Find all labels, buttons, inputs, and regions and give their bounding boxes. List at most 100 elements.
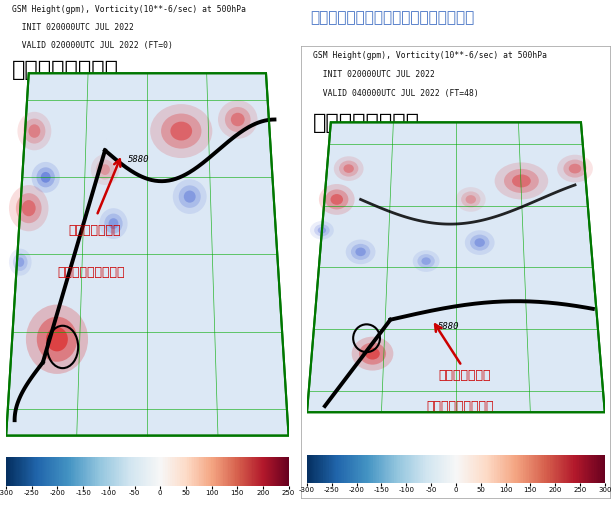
Bar (103, 457, 104, 486)
Bar (550, 455, 551, 483)
Bar (174, 457, 176, 486)
Bar (84, 457, 85, 486)
Bar (441, 455, 442, 483)
Bar (466, 455, 467, 483)
Bar (127, 457, 128, 486)
Bar (183, 457, 184, 486)
Bar (115, 457, 116, 486)
Ellipse shape (456, 187, 486, 212)
Bar (91, 457, 93, 486)
Bar (415, 455, 416, 483)
Bar (169, 457, 170, 486)
Ellipse shape (564, 159, 586, 178)
Bar (499, 455, 500, 483)
Bar (535, 455, 536, 483)
Bar (587, 455, 588, 483)
Bar (207, 457, 208, 486)
Bar (273, 457, 274, 486)
Bar (86, 457, 87, 486)
Bar (568, 455, 569, 483)
Bar (101, 457, 102, 486)
Ellipse shape (495, 162, 548, 199)
Bar (373, 455, 374, 483)
Bar (106, 457, 107, 486)
Ellipse shape (96, 159, 114, 180)
Bar (89, 457, 90, 486)
Bar (107, 457, 108, 486)
Bar (125, 457, 126, 486)
Bar (528, 455, 529, 483)
Bar (422, 455, 424, 483)
Bar (443, 455, 445, 483)
Bar (281, 457, 282, 486)
Text: VALID 020000UTC JUL 2022 (FT=0): VALID 020000UTC JUL 2022 (FT=0) (12, 41, 173, 50)
Bar (51, 457, 52, 486)
Bar (552, 455, 553, 483)
Bar (396, 455, 397, 483)
Bar (554, 455, 555, 483)
Ellipse shape (461, 191, 481, 208)
Bar (165, 457, 166, 486)
Bar (527, 455, 528, 483)
Bar (167, 457, 168, 486)
Bar (523, 455, 524, 483)
Bar (249, 457, 250, 486)
Bar (77, 457, 79, 486)
Ellipse shape (557, 155, 593, 182)
Bar (334, 455, 335, 483)
Bar (59, 457, 60, 486)
Bar (17, 457, 18, 486)
Bar (562, 455, 563, 483)
Bar (128, 457, 130, 486)
Bar (431, 455, 432, 483)
Bar (573, 455, 574, 483)
Bar (346, 455, 348, 483)
Bar (418, 455, 419, 483)
Bar (593, 455, 594, 483)
Text: INIT 020000UTC JUL 2022: INIT 020000UTC JUL 2022 (313, 70, 435, 79)
Bar (366, 455, 367, 483)
Bar (254, 457, 255, 486)
Bar (429, 455, 430, 483)
Bar (178, 457, 179, 486)
Bar (307, 455, 308, 483)
Bar (451, 455, 452, 483)
Bar (202, 457, 203, 486)
Bar (266, 457, 267, 486)
Bar (239, 457, 241, 486)
Ellipse shape (184, 191, 196, 203)
Bar (321, 455, 322, 483)
Bar (387, 455, 388, 483)
Bar (241, 457, 242, 486)
Ellipse shape (225, 107, 251, 132)
Bar (372, 455, 373, 483)
Bar (149, 457, 150, 486)
Bar (432, 455, 433, 483)
Bar (375, 455, 376, 483)
Bar (580, 455, 581, 483)
Bar (54, 457, 55, 486)
Bar (462, 455, 463, 483)
Polygon shape (6, 73, 289, 435)
Bar (410, 455, 411, 483)
Bar (11, 457, 12, 486)
Bar (166, 457, 167, 486)
Bar (522, 455, 523, 483)
Bar (465, 455, 466, 483)
Bar (230, 457, 231, 486)
Bar (244, 457, 245, 486)
Ellipse shape (161, 114, 201, 149)
Bar (113, 457, 114, 486)
Bar (484, 455, 486, 483)
Bar (229, 457, 230, 486)
Bar (553, 455, 554, 483)
Bar (72, 457, 74, 486)
Bar (262, 457, 263, 486)
Bar (411, 455, 412, 483)
Bar (489, 455, 490, 483)
Bar (282, 457, 283, 486)
Bar (386, 455, 387, 483)
Bar (435, 455, 436, 483)
Bar (521, 455, 522, 483)
Bar (397, 455, 398, 483)
